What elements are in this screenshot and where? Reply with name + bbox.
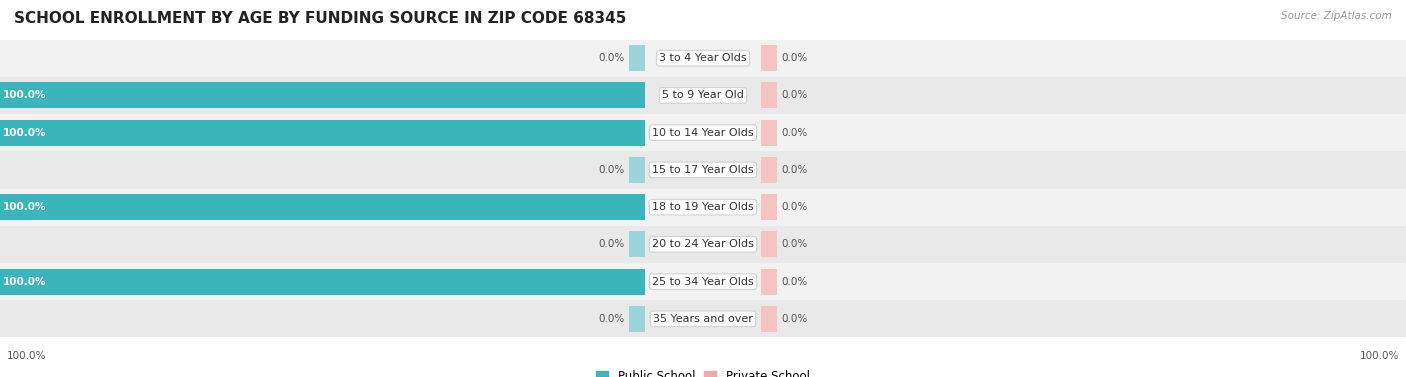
Text: 0.0%: 0.0%: [598, 314, 624, 324]
Bar: [0, 151, 1406, 188]
Text: 100.0%: 100.0%: [3, 90, 46, 100]
Text: 25 to 34 Year Olds: 25 to 34 Year Olds: [652, 277, 754, 287]
Text: 0.0%: 0.0%: [782, 239, 808, 249]
Text: 0.0%: 0.0%: [598, 53, 624, 63]
Bar: [0, 268, 645, 294]
Text: 100.0%: 100.0%: [7, 351, 46, 361]
Text: 0.0%: 0.0%: [782, 314, 808, 324]
Bar: [0, 188, 1406, 226]
Bar: [0, 194, 645, 220]
Bar: [761, 120, 778, 146]
Text: 0.0%: 0.0%: [598, 239, 624, 249]
Text: 0.0%: 0.0%: [782, 53, 808, 63]
Text: 100.0%: 100.0%: [1360, 351, 1399, 361]
Bar: [628, 157, 645, 183]
Bar: [761, 306, 778, 332]
Text: 100.0%: 100.0%: [3, 128, 46, 138]
Legend: Public School, Private School: Public School, Private School: [592, 365, 814, 377]
Bar: [628, 306, 645, 332]
Text: 3 to 4 Year Olds: 3 to 4 Year Olds: [659, 53, 747, 63]
Bar: [628, 45, 645, 71]
Text: 0.0%: 0.0%: [598, 165, 624, 175]
Bar: [0, 300, 1406, 337]
Text: 0.0%: 0.0%: [782, 90, 808, 100]
Bar: [761, 157, 778, 183]
Bar: [761, 83, 778, 109]
Text: 0.0%: 0.0%: [782, 277, 808, 287]
Text: 35 Years and over: 35 Years and over: [652, 314, 754, 324]
Text: 100.0%: 100.0%: [3, 202, 46, 212]
Text: 18 to 19 Year Olds: 18 to 19 Year Olds: [652, 202, 754, 212]
Text: Source: ZipAtlas.com: Source: ZipAtlas.com: [1281, 11, 1392, 21]
Text: 5 to 9 Year Old: 5 to 9 Year Old: [662, 90, 744, 100]
Bar: [0, 83, 645, 109]
Bar: [628, 231, 645, 257]
Text: 0.0%: 0.0%: [782, 202, 808, 212]
Bar: [0, 226, 1406, 263]
Text: 0.0%: 0.0%: [782, 128, 808, 138]
Bar: [0, 120, 645, 146]
Bar: [0, 263, 1406, 300]
Text: 100.0%: 100.0%: [3, 277, 46, 287]
Bar: [761, 45, 778, 71]
Text: SCHOOL ENROLLMENT BY AGE BY FUNDING SOURCE IN ZIP CODE 68345: SCHOOL ENROLLMENT BY AGE BY FUNDING SOUR…: [14, 11, 627, 26]
Bar: [0, 77, 1406, 114]
Bar: [761, 231, 778, 257]
Text: 20 to 24 Year Olds: 20 to 24 Year Olds: [652, 239, 754, 249]
Bar: [0, 114, 1406, 151]
Text: 10 to 14 Year Olds: 10 to 14 Year Olds: [652, 128, 754, 138]
Text: 0.0%: 0.0%: [782, 165, 808, 175]
Bar: [761, 194, 778, 220]
Bar: [0, 40, 1406, 77]
Text: 15 to 17 Year Olds: 15 to 17 Year Olds: [652, 165, 754, 175]
Bar: [761, 268, 778, 294]
